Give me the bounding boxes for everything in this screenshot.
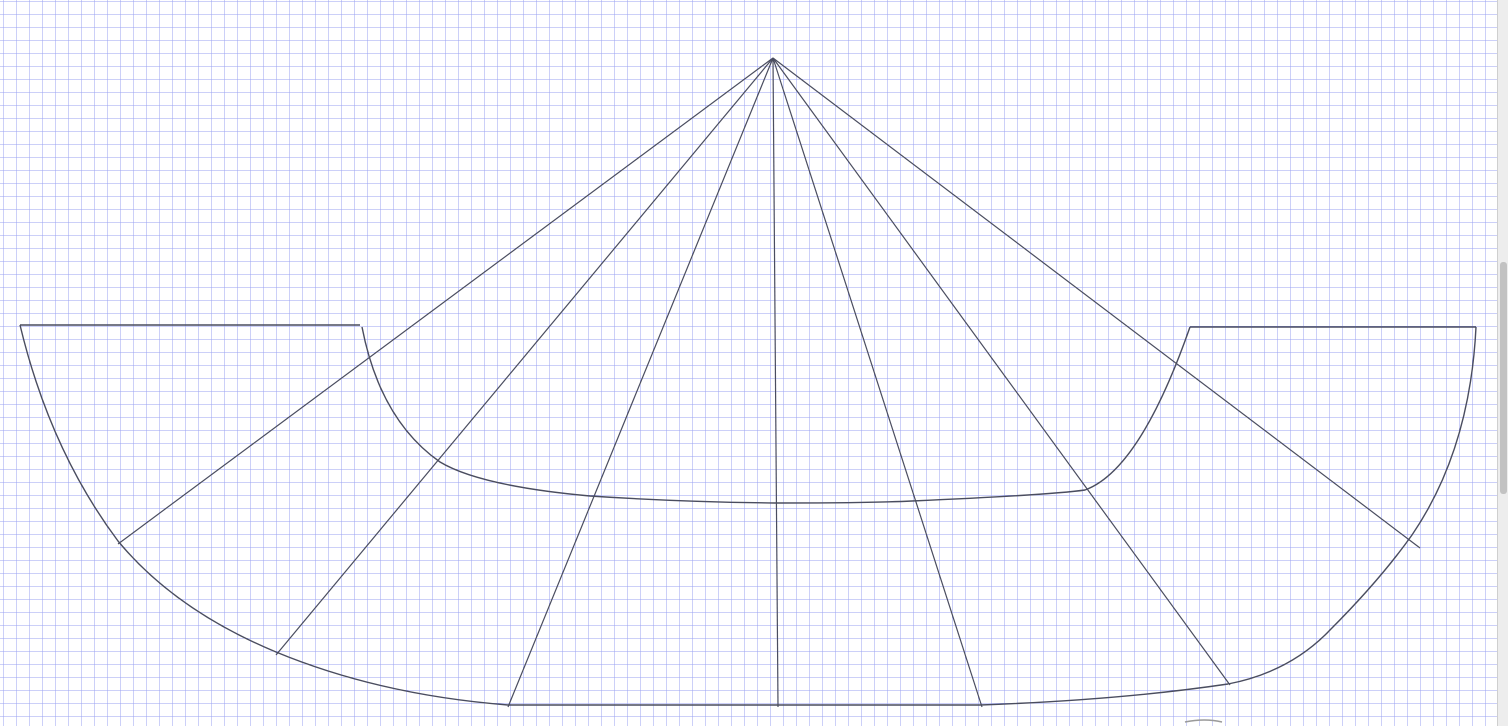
vertical-scrollbar[interactable] xyxy=(1497,0,1508,726)
radial-lines-group xyxy=(117,57,1421,708)
radial-line-5 xyxy=(772,57,983,708)
bottom-right-tick xyxy=(1184,719,1223,723)
scrollbar-thumb[interactable] xyxy=(1500,262,1507,494)
inner-curve xyxy=(361,326,1191,504)
outer-arc-group xyxy=(19,324,1477,706)
radial-line-1 xyxy=(117,57,774,545)
outer-curve-right xyxy=(1227,326,1477,685)
outer-curve-left xyxy=(19,324,509,706)
radial-line-4 xyxy=(772,57,779,708)
radial-line-3 xyxy=(507,57,774,708)
radial-line-6 xyxy=(772,57,1231,686)
outer-curve-bottom xyxy=(508,683,1229,706)
radial-line-7 xyxy=(772,57,1421,549)
radial-line-2 xyxy=(275,57,774,656)
